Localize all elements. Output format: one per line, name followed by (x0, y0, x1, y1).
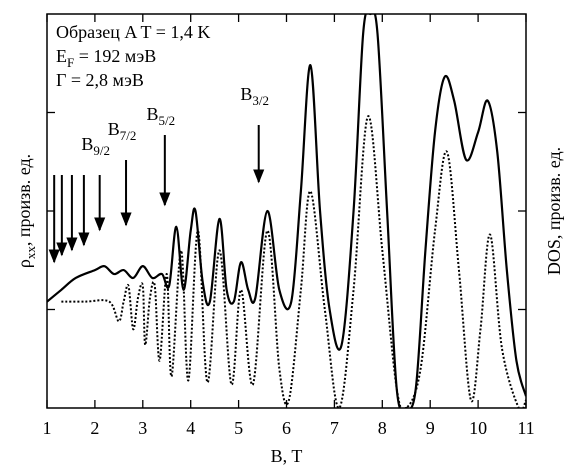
x-tick-label: 3 (138, 418, 147, 438)
x-tick-label: 9 (426, 418, 435, 438)
annotation-text: Образец A T = 1,4 K (56, 22, 210, 42)
arrow-label: B9/2 (81, 134, 110, 158)
y2-axis-label: DOS, произв. ед. (544, 147, 564, 275)
y-axis-label: ρxx, произв. ед. (14, 154, 38, 268)
series-line (47, 14, 526, 408)
x-tick-label: 6 (282, 418, 291, 438)
arrow-label: B3/2 (240, 84, 269, 108)
series-line (61, 115, 526, 408)
y-axis-label-sub: xx (23, 246, 38, 260)
arrow-label-text: B (240, 84, 252, 104)
annotation: Γ = 2,8 мэВ (56, 70, 144, 90)
arrow-label-sub: 5/2 (159, 113, 176, 128)
x-tick-label: 8 (378, 418, 387, 438)
arrow-label-sub: 7/2 (120, 128, 137, 143)
annotation-text: E (56, 46, 67, 66)
x-tick-label: 10 (469, 418, 487, 438)
x-tick-label: 5 (234, 418, 243, 438)
arrow-label: B7/2 (108, 119, 137, 143)
y-axis-label-tail: , произв. ед. (14, 154, 34, 246)
annotation-sub: F (67, 55, 74, 70)
arrow-label-sub: 9/2 (93, 143, 110, 158)
annotation-text: Γ = 2,8 мэВ (56, 70, 144, 90)
x-tick-label: 2 (90, 418, 99, 438)
x-axis-label: B, T (271, 446, 303, 466)
y-axis-label-text: ρ (14, 259, 34, 268)
arrow-label-sub: 3/2 (252, 93, 269, 108)
x-tick-label: 11 (517, 418, 534, 438)
annotation-tail: = 192 мэВ (74, 46, 156, 66)
x-tick-label: 7 (330, 418, 339, 438)
x-tick-label: 1 (43, 418, 52, 438)
x-tick-label: 4 (186, 418, 195, 438)
annotation: EF = 192 мэВ (56, 46, 156, 70)
arrow-label-text: B (108, 119, 120, 139)
arrow-label-text: B (81, 134, 93, 154)
annotation: Образец A T = 1,4 K (56, 22, 210, 42)
arrow-label: B5/2 (147, 104, 176, 128)
arrow-label-text: B (147, 104, 159, 124)
